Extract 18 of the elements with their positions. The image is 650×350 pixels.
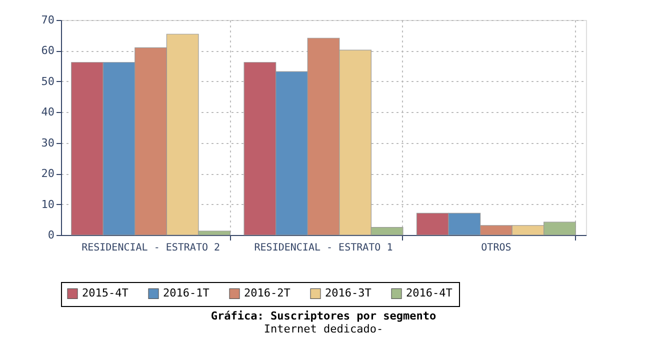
legend-label: 2016-2T — [244, 286, 291, 300]
y-tick-label: 0 — [48, 228, 54, 242]
y-tick-label: 60 — [41, 44, 54, 58]
legend-label: 2016-4T — [406, 286, 453, 300]
text: Gráfica: Suscriptores por segmento — [210, 310, 436, 322]
legend-label: 2015-4T — [82, 286, 129, 300]
y-tick-label: 20 — [41, 167, 54, 180]
y-tick-label: 30 — [41, 136, 54, 150]
x-tick-label: OTROS — [481, 242, 512, 254]
y-tick-label: 40 — [41, 106, 54, 119]
y-tick-label: 10 — [41, 198, 54, 211]
legend-label: 2016-3T — [325, 286, 372, 300]
x-tick-label: RESIDENCIAL - ESTRATO 2 — [82, 242, 220, 254]
x-tick-label: RESIDENCIAL - ESTRATO 1 — [254, 242, 393, 254]
y-tick-label: 50 — [41, 74, 54, 88]
y-tick-label: 70 — [41, 14, 54, 26]
text: Internet dedicado- — [264, 322, 384, 336]
legend-label: 2016-1T — [163, 286, 210, 300]
